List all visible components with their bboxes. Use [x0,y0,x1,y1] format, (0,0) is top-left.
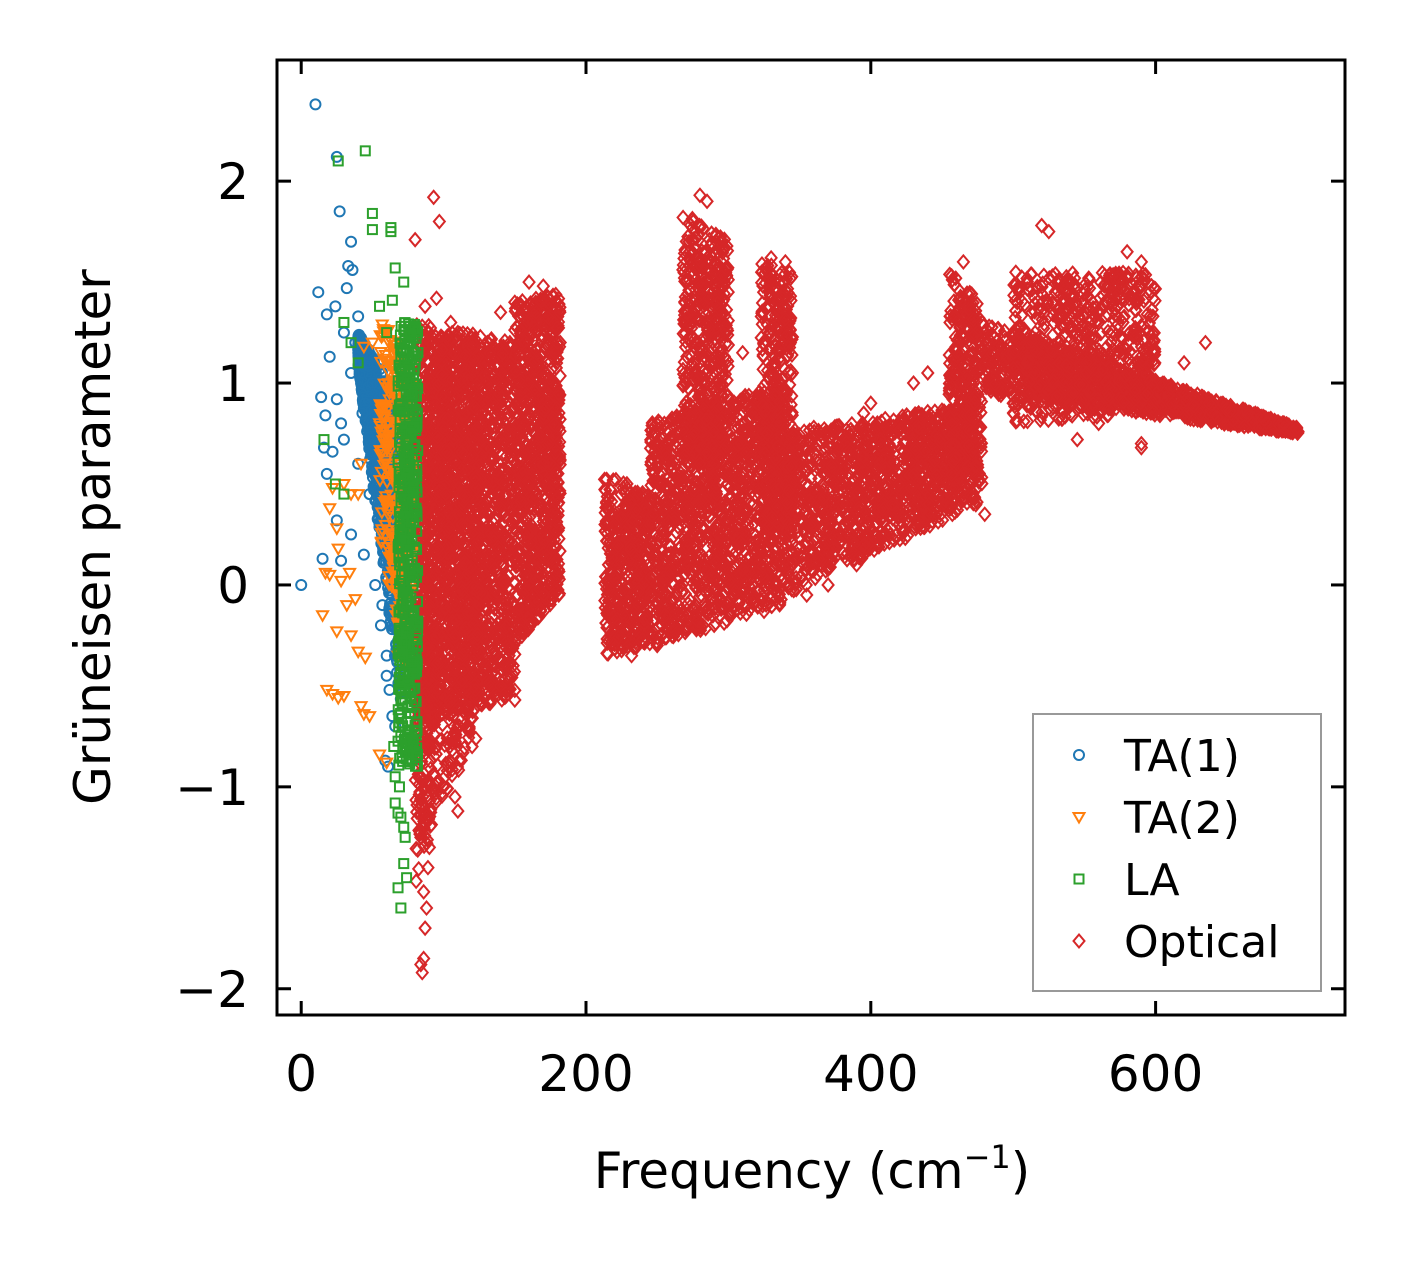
series-optical [408,187,1305,981]
data-point-optical [409,873,423,890]
scatter-points-layer [295,98,1305,981]
